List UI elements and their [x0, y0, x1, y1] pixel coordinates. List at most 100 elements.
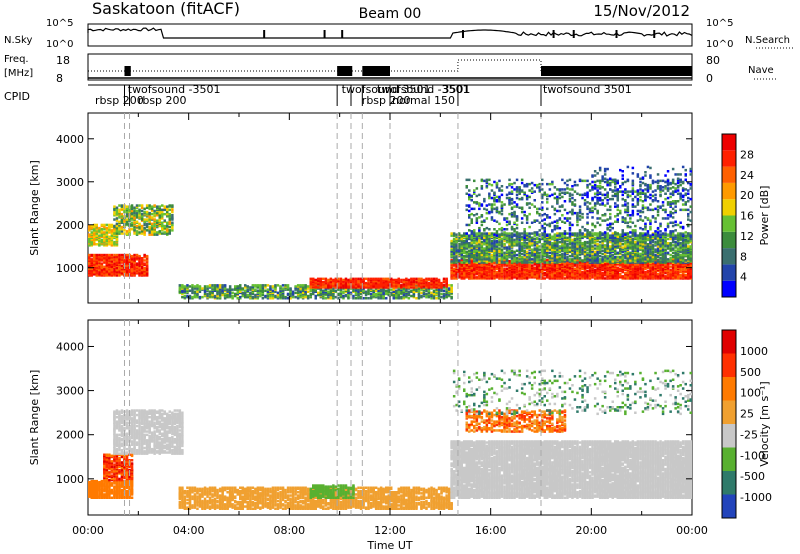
power-cell: [614, 259, 617, 262]
power-cell: [231, 291, 234, 295]
power-cell: [440, 295, 443, 299]
power-cell: [286, 284, 290, 287]
power-cell: [123, 219, 126, 222]
power-cell: [367, 291, 370, 295]
power-cell: [135, 262, 139, 265]
power-cell: [143, 210, 146, 214]
power-cell: [546, 258, 549, 262]
power-cell: [601, 249, 604, 252]
power-cell: [98, 263, 101, 266]
power-cell: [533, 266, 536, 269]
cpid-label: CPID: [4, 90, 30, 103]
power-cell: [140, 204, 144, 207]
power-cell: [228, 285, 232, 288]
power-cell: [611, 245, 614, 248]
power-cell: [103, 231, 106, 234]
power-cell: [150, 231, 154, 234]
power-cell: [588, 254, 592, 258]
power-cell: [445, 277, 448, 281]
power-cell: [603, 258, 607, 261]
power-cell: [193, 290, 197, 293]
power-cell: [251, 295, 255, 299]
power-cell: [548, 246, 552, 249]
power-cell: [586, 240, 589, 244]
power-cell: [553, 274, 557, 277]
power-cell: [473, 249, 476, 252]
power-cell: [568, 242, 572, 245]
power-cell: [478, 240, 481, 244]
power-cell: [465, 274, 468, 277]
power-cell: [586, 251, 589, 255]
power-cell: [621, 275, 624, 278]
power-cell: [221, 287, 224, 290]
power-cell: [616, 270, 619, 274]
power-cell: [566, 274, 569, 277]
power-cell: [181, 289, 184, 292]
power-cell: [289, 297, 292, 300]
power-cell: [125, 266, 129, 270]
power-cell: [347, 278, 350, 282]
power-cell: [203, 287, 207, 290]
power-cell: [150, 222, 154, 226]
freq-block: [124, 66, 131, 76]
power-cell: [488, 232, 491, 235]
power-cell: [656, 272, 660, 276]
power-cell: [171, 226, 174, 230]
power-cell: [563, 277, 567, 280]
power-cell: [314, 289, 317, 292]
power-cell: [296, 284, 300, 287]
power-cell: [374, 294, 378, 298]
power-cell: [115, 243, 119, 246]
power-cell: [480, 249, 484, 252]
power-cell: [420, 288, 423, 291]
power-cell: [417, 277, 421, 281]
power-cell: [120, 264, 124, 267]
power-cell: [520, 245, 524, 248]
power-cell: [223, 284, 227, 287]
power-cell: [289, 287, 292, 290]
power-cell: [261, 284, 265, 287]
power-cell: [576, 265, 579, 268]
power-cell: [140, 261, 144, 264]
power-cell: [251, 284, 255, 287]
power-cell: [329, 295, 333, 299]
cpid-program-label: normal 150: [392, 94, 455, 107]
power-cell: [317, 291, 320, 295]
power-cell: [483, 258, 486, 261]
power-cell: [309, 283, 312, 286]
power-cell: [138, 231, 141, 234]
power-cell: [546, 269, 549, 273]
power-cell: [171, 210, 174, 214]
power-cell: [611, 249, 614, 252]
power-cell: [553, 237, 557, 241]
power-cell: [143, 218, 146, 221]
power-cell: [168, 212, 171, 216]
power-cell: [271, 294, 275, 298]
power-cell: [145, 224, 149, 228]
power-cell: [143, 266, 146, 270]
power-cell: [374, 281, 378, 285]
power-cell: [603, 249, 607, 252]
power-cell: [203, 292, 207, 296]
power-cell: [460, 240, 463, 244]
power-cell: [206, 285, 209, 288]
power-cell: [98, 266, 101, 270]
power-cell: [120, 272, 124, 275]
power-cell: [153, 224, 156, 228]
power-cell: [105, 262, 109, 265]
power-cell: [561, 232, 564, 235]
power-cell: [150, 216, 154, 219]
power-cell: [460, 261, 463, 264]
power-cell: [166, 212, 169, 216]
power-cell: [530, 242, 534, 245]
power-cell: [95, 223, 98, 227]
power-cell: [468, 234, 471, 237]
power-cell: [228, 293, 232, 297]
power-cell: [168, 229, 171, 232]
power-cell: [367, 277, 370, 281]
power-cell: [226, 288, 229, 291]
power-cell: [284, 295, 287, 299]
power-cell: [452, 249, 456, 252]
power-cell: [138, 211, 141, 215]
power-cell: [583, 233, 587, 236]
